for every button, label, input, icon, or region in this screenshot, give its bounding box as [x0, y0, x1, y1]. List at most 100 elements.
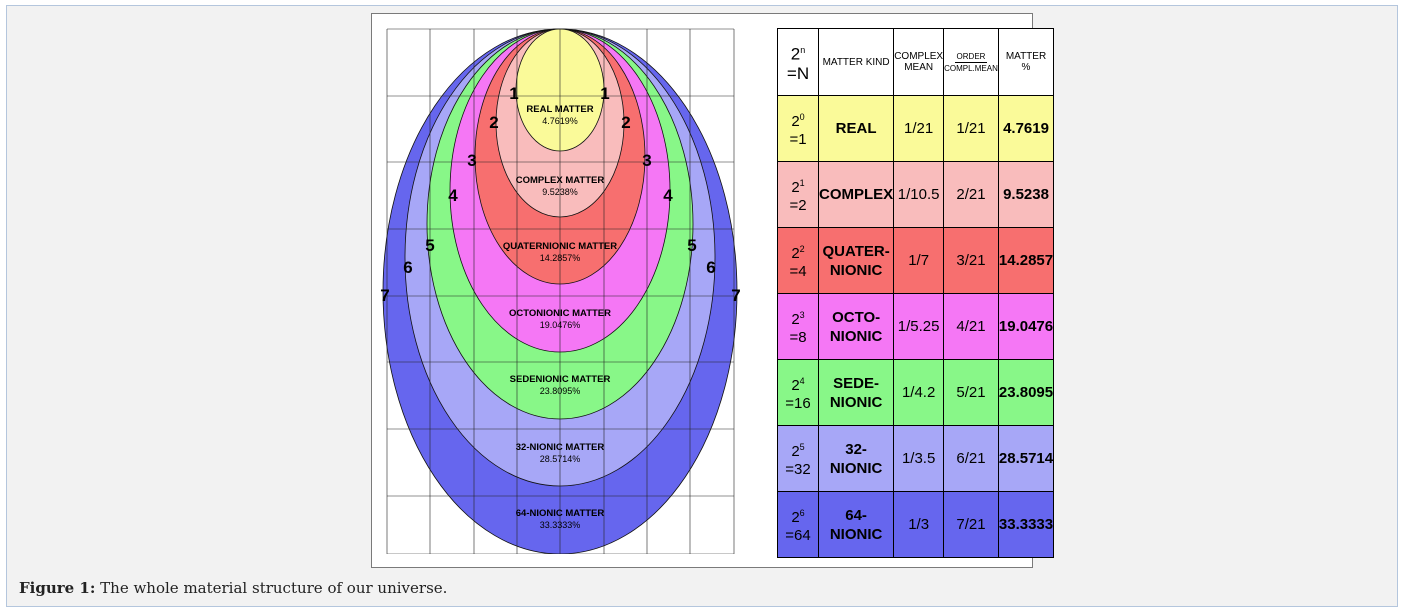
- power-cell: 25 =32: [777, 425, 819, 492]
- table-row: 26 =64 64- NIONIC 1/3 7/21 33.3333: [777, 491, 1055, 558]
- kind-line1: SEDE-: [833, 374, 880, 392]
- kind-line2: NIONIC: [829, 525, 883, 543]
- power-base: 2: [791, 509, 800, 526]
- power-eq: =1: [789, 131, 807, 148]
- power-cell: 24 =16: [777, 359, 819, 426]
- ring-label-pct: 14.2857%: [540, 253, 581, 263]
- figure-caption: Figure 1: The whole material structure o…: [19, 579, 447, 597]
- power-base: 2: [791, 179, 800, 196]
- level-number: 5: [425, 236, 434, 255]
- matter-kind-cell: 64- NIONIC: [817, 491, 895, 558]
- ring-label-name: COMPLEX MATTER: [516, 175, 605, 186]
- power-cell: 21 =2: [777, 161, 819, 228]
- level-number: 5: [687, 236, 696, 255]
- kind-line2: NIONIC: [829, 459, 883, 477]
- matter-pct-cell: 33.3333: [997, 491, 1055, 558]
- complex-mean-cell: 1/10.5: [893, 161, 945, 228]
- table-row: 21 =2 COMPLEX 1/10.5 2/21 9.5238: [777, 161, 1055, 228]
- kind-line1: REAL: [835, 120, 877, 137]
- kind-line2: NIONIC: [829, 327, 883, 345]
- level-number: 1: [600, 84, 609, 103]
- order-cell: 6/21: [943, 425, 999, 492]
- table-row: 22 =4 QUATER- NIONIC 1/7 3/21 14.2857: [777, 227, 1055, 294]
- matter-kind-cell: QUATER- NIONIC: [817, 227, 895, 294]
- header-power-eq: =N: [786, 63, 810, 83]
- kind-line1: COMPLEX: [819, 186, 894, 203]
- ring-label-pct: 19.0476%: [540, 320, 581, 330]
- power-base: 2: [791, 311, 800, 328]
- power-exp: 4: [799, 376, 805, 386]
- ring-label-pct: 9.5238%: [542, 187, 578, 197]
- power-cell: 20 =1: [777, 95, 819, 162]
- matter-pct-cell: 14.2857: [997, 227, 1055, 294]
- matter-kind-cell: SEDE- NIONIC: [817, 359, 895, 426]
- header-complex-mean: COMPLEX MEAN: [893, 28, 945, 96]
- table-row: 24 =16 SEDE- NIONIC 1/4.2 5/21 23.8095: [777, 359, 1055, 426]
- ring-label-name: SEDENIONIC MATTER: [510, 374, 611, 385]
- power-eq: =64: [785, 527, 811, 544]
- power-cell: 22 =4: [777, 227, 819, 294]
- header-power-base: 2: [790, 44, 801, 64]
- ring-label-name: REAL MATTER: [526, 104, 593, 115]
- kind-line1: OCTO-: [832, 308, 881, 326]
- power-eq: =32: [785, 461, 811, 478]
- level-number: 1: [509, 84, 518, 103]
- matter-pct-cell: 9.5238: [997, 161, 1055, 228]
- header-complex-line2: MEAN: [904, 62, 934, 73]
- level-number: 7: [380, 286, 389, 305]
- table-row: 25 =32 32- NIONIC 1/3.5 6/21 28.5714: [777, 425, 1055, 492]
- ring-label-name: 32-NIONIC MATTER: [516, 442, 605, 453]
- level-number: 2: [621, 113, 630, 132]
- header-matter-line1: MATTER: [1005, 51, 1047, 62]
- power-cell: 23 =8: [777, 293, 819, 360]
- level-number: 3: [467, 151, 476, 170]
- level-number: 6: [403, 258, 412, 277]
- power-base: 2: [791, 113, 800, 130]
- power-exp: 6: [799, 508, 805, 518]
- ring-label-pct: 28.5714%: [540, 454, 581, 464]
- order-cell: 2/21: [943, 161, 999, 228]
- header-order-num: ORDER: [954, 51, 988, 63]
- power-eq: =4: [789, 263, 807, 280]
- header-matter-line2: %: [1021, 62, 1031, 73]
- caption-text: The whole material structure of our univ…: [95, 579, 448, 597]
- header-matter-pct: MATTER %: [997, 28, 1055, 96]
- ring-label-name: QUATERNIONIC MATTER: [503, 241, 617, 252]
- table-header-row: 2n =N MATTER KIND COMPLEX MEAN ORDER COM…: [777, 28, 1055, 96]
- matter-pct-cell: 4.7619: [997, 95, 1055, 162]
- level-number: 7: [731, 286, 740, 305]
- power-eq: =2: [789, 197, 807, 214]
- order-cell: 7/21: [943, 491, 999, 558]
- table-row: 20 =1 REAL 1/21 1/21 4.7619: [777, 95, 1055, 162]
- complex-mean-cell: 1/7: [893, 227, 945, 294]
- power-eq: =16: [785, 395, 811, 412]
- ring-label-name: OCTONIONIC MATTER: [509, 308, 611, 319]
- complex-mean-cell: 1/21: [893, 95, 945, 162]
- order-cell: 4/21: [943, 293, 999, 360]
- kind-line2: NIONIC: [829, 261, 883, 279]
- header-complex-line1: COMPLEX: [894, 51, 944, 62]
- power-exp: 2: [799, 244, 805, 254]
- power-exp: 3: [799, 310, 805, 320]
- level-number: 6: [706, 258, 715, 277]
- complex-mean-cell: 1/5.25: [893, 293, 945, 360]
- complex-mean-cell: 1/3.5: [893, 425, 945, 492]
- kind-line1: 32-: [845, 440, 867, 458]
- ring-label-pct: 33.3333%: [540, 520, 581, 530]
- header-power: 2n =N: [777, 28, 819, 96]
- level-number: 4: [448, 186, 458, 205]
- header-matter-kind: MATTER KIND: [817, 28, 895, 96]
- matter-pct-cell: 23.8095: [997, 359, 1055, 426]
- matter-pct-cell: 19.0476: [997, 293, 1055, 360]
- table-row: 23 =8 OCTO- NIONIC 1/5.25 4/21 19.0476: [777, 293, 1055, 360]
- power-eq: =8: [789, 329, 807, 346]
- power-base: 2: [791, 245, 800, 262]
- level-number: 4: [663, 186, 673, 205]
- caption-label: Figure 1:: [19, 579, 96, 597]
- matter-kind-cell: COMPLEX: [817, 161, 895, 228]
- kind-line2: NIONIC: [829, 393, 883, 411]
- order-cell: 5/21: [943, 359, 999, 426]
- header-order-den: COMPL.MEAN: [944, 63, 998, 73]
- complex-mean-cell: 1/4.2: [893, 359, 945, 426]
